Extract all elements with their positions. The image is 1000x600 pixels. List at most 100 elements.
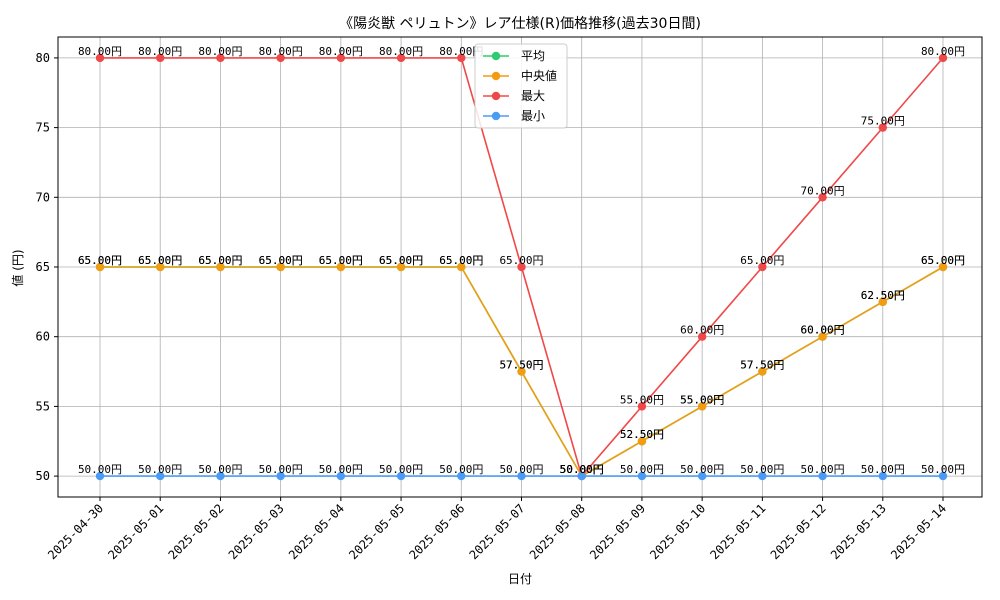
data-label: 80.00円	[379, 45, 423, 58]
x-tick-label: 2025-05-01	[105, 501, 166, 562]
data-point	[878, 297, 887, 307]
x-tick-label: 2025-05-12	[768, 501, 829, 562]
data-point	[758, 367, 767, 376]
x-tick-label: 2025-05-06	[406, 501, 467, 562]
data-point	[818, 193, 827, 202]
y-tick-label: 80	[36, 51, 50, 65]
data-point	[697, 402, 707, 411]
y-tick-label: 75	[36, 121, 50, 135]
y-tick-label: 70	[36, 190, 50, 204]
grid	[58, 37, 982, 497]
data-labels: 65.00円 65.00円 65.00円 65.00円 65.00円 65.00円 65.0…	[78, 45, 965, 476]
data-label: 57.50円	[740, 359, 784, 372]
data-label: 65.00円	[138, 254, 182, 267]
data-label: 50.00円	[198, 463, 242, 476]
data-point	[276, 262, 285, 272]
data-point	[95, 471, 105, 481]
x-tick-label: 2025-05-08	[527, 501, 588, 562]
x-tick-label: 2025-05-04	[286, 501, 347, 562]
data-point	[156, 53, 165, 63]
data-label: 65.00円	[319, 254, 363, 267]
data-label: 50.00円	[138, 463, 182, 476]
data-point	[818, 471, 827, 481]
data-point	[396, 471, 406, 481]
data-label: 65.00円	[78, 254, 122, 267]
data-label: 55.00円	[680, 393, 724, 406]
data-point	[697, 332, 707, 341]
data-label: 50.00円	[620, 463, 664, 476]
data-point	[216, 262, 225, 272]
data-point	[938, 471, 948, 481]
data-label: 65.00円	[138, 254, 182, 267]
data-label: 50.00円	[439, 463, 483, 476]
series-layer	[95, 53, 948, 481]
data-label: 57.50円	[499, 359, 543, 372]
data-label: 50.00円	[861, 463, 905, 476]
data-point	[517, 471, 526, 481]
data-label: 65.00円	[198, 254, 242, 267]
data-label: 80.00円	[319, 45, 363, 58]
data-label: 65.00円	[379, 254, 423, 267]
legend-marker	[491, 111, 501, 121]
data-label: 50.00円	[78, 463, 122, 476]
data-label: 80.00円	[138, 45, 182, 58]
data-label: 50.00円	[379, 463, 423, 476]
data-label: 50.00円	[921, 463, 965, 476]
data-label: 65.00円	[740, 254, 784, 267]
data-label: 50.00円	[801, 463, 845, 476]
data-point	[336, 262, 346, 272]
legend-entry: 中央値	[521, 68, 557, 83]
data-label: 50.00円	[259, 463, 303, 476]
data-point	[95, 262, 105, 272]
data-label: 55.00円	[620, 393, 664, 406]
x-tick-label: 2025-05-09	[587, 501, 648, 562]
data-label: 50.00円	[560, 463, 604, 476]
legend-marker	[491, 71, 501, 81]
data-point	[577, 471, 586, 481]
data-label: 60.00円	[801, 324, 845, 337]
data-label: 80.00円	[439, 45, 483, 58]
x-tick-label: 2025-05-02	[166, 501, 227, 562]
legend-box	[474, 43, 568, 129]
data-point	[156, 262, 165, 272]
data-point	[457, 262, 466, 272]
y-tick-label: 50	[36, 469, 50, 483]
data-point	[457, 471, 466, 481]
legend-marker	[491, 91, 501, 101]
data-label: 65.00円	[921, 254, 965, 267]
data-point	[878, 123, 887, 132]
data-label: 60.00円	[801, 324, 845, 337]
data-label: 80.00円	[259, 45, 303, 58]
data-label: 65.00円	[259, 254, 303, 267]
y-axis-label: 値 (円)	[10, 249, 25, 286]
data-label: 70.00円	[801, 184, 845, 197]
data-point	[216, 53, 225, 63]
data-point	[396, 53, 406, 63]
legend-marker	[491, 51, 501, 61]
chart-title: 《陽炎獣 ペリュトン》レア仕様(R)価格推移(過去30日間)	[339, 16, 701, 32]
data-label: 52.50円	[620, 428, 664, 441]
x-tick-label: 2025-05-11	[707, 501, 768, 562]
y-tick-label: 60	[36, 330, 50, 344]
data-point	[336, 471, 346, 481]
data-point	[878, 471, 887, 481]
data-point	[758, 471, 767, 481]
data-label: 50.00円	[560, 463, 604, 476]
data-point	[276, 53, 285, 63]
data-point	[517, 367, 526, 376]
x-tick-label: 2025-05-13	[828, 501, 889, 562]
data-point	[938, 262, 948, 272]
data-label: 65.00円	[259, 254, 303, 267]
data-point	[156, 471, 165, 481]
data-point	[637, 471, 647, 481]
data-point	[637, 402, 647, 411]
data-label: 50.00円	[319, 463, 363, 476]
x-tick-label: 2025-05-14	[888, 501, 949, 562]
data-label: 50.00円	[680, 463, 724, 476]
data-point	[216, 471, 225, 481]
x-tick-label: 2025-05-03	[226, 501, 287, 562]
data-label: 52.50円	[620, 428, 664, 441]
data-label: 55.00円	[680, 393, 724, 406]
legend-entry: 最大	[521, 89, 545, 103]
data-point	[95, 53, 105, 63]
